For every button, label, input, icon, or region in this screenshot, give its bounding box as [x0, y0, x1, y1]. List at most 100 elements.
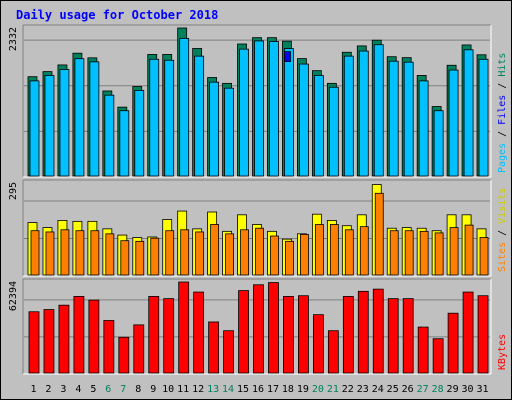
bar-sites — [180, 229, 190, 276]
bar-sites — [90, 230, 100, 276]
bar-sites — [314, 224, 324, 276]
bar-files — [194, 55, 205, 177]
bar-sites — [255, 227, 264, 276]
bar-sites — [225, 233, 234, 276]
legend-kbytes: KBytes — [497, 334, 508, 370]
bar-kbytes — [372, 288, 384, 374]
bar-files — [358, 50, 369, 177]
bar-sites — [434, 232, 444, 276]
bar-files — [59, 69, 70, 177]
x-tick-label: 23 — [357, 384, 369, 395]
bar-sites — [404, 230, 414, 276]
bar-files — [269, 41, 279, 177]
bar-kbytes — [253, 284, 264, 374]
bar-sites — [45, 231, 55, 276]
bar-kbytes — [477, 295, 489, 374]
bar-pages — [284, 51, 291, 63]
bar-sites — [329, 224, 339, 276]
bar-kbytes — [148, 296, 160, 374]
legend-sites: Sites — [497, 242, 508, 272]
bar-kbytes — [283, 296, 294, 374]
x-tick-label: 11 — [177, 384, 189, 395]
bar-sites — [210, 224, 220, 276]
x-tick-label: 18 — [282, 384, 294, 395]
bar-kbytes — [238, 290, 249, 374]
bar-kbytes — [133, 324, 145, 374]
bar-kbytes — [163, 298, 175, 374]
x-tick-label: 26 — [402, 384, 414, 395]
bar-files — [179, 37, 190, 177]
bar-kbytes — [387, 298, 399, 374]
x-tick-label: 21 — [327, 384, 339, 395]
bar-kbytes — [298, 295, 309, 374]
bar-sites — [195, 231, 205, 276]
x-tick-label: 5 — [90, 384, 96, 395]
x-tick-label: 4 — [75, 384, 81, 395]
bar-sites — [240, 229, 249, 276]
bar-files — [448, 69, 459, 177]
legend-separator: / — [497, 125, 508, 143]
series-axis-label: Sites / Visits — [497, 188, 508, 272]
bar-files — [149, 58, 160, 177]
bar-files — [299, 63, 309, 177]
bar-kbytes — [432, 338, 444, 374]
bar-files — [478, 58, 489, 177]
bar-files — [388, 60, 399, 177]
bar-sites — [449, 227, 459, 276]
legend-pages: Pages — [497, 143, 508, 173]
x-tick-label: 2 — [45, 384, 51, 395]
bar-sites — [374, 192, 384, 276]
bar-kbytes — [223, 330, 234, 374]
bar-kbytes — [462, 291, 474, 374]
bar-sites — [419, 230, 429, 276]
series-axis-label: KBytes — [497, 334, 508, 370]
legend-hits: Hits — [497, 53, 508, 77]
bar-files — [284, 48, 294, 177]
bar-files — [119, 110, 130, 177]
legend-separator: / — [497, 224, 508, 242]
y-axis-max-label: 2332 — [8, 27, 19, 51]
x-tick-label: 27 — [417, 384, 429, 395]
bar-files — [209, 81, 220, 177]
bar-kbytes — [58, 304, 70, 374]
bar-sites — [300, 234, 309, 276]
bar-sites — [30, 230, 40, 276]
x-tick-label: 14 — [222, 384, 234, 395]
bar-kbytes — [402, 298, 414, 374]
bar-sites — [464, 224, 474, 276]
series-axis-label: Pages / Files / Hits — [497, 53, 508, 173]
bar-kbytes — [103, 320, 115, 374]
bar-sites — [135, 240, 145, 276]
bar-kbytes — [208, 321, 220, 374]
bar-sites — [344, 229, 354, 276]
bar-files — [313, 75, 324, 177]
bar-files — [254, 40, 264, 177]
bar-kbytes — [193, 291, 205, 374]
bar-sites — [389, 230, 399, 276]
bar-sites — [60, 229, 70, 276]
bar-files — [239, 48, 249, 177]
legend-separator: / — [497, 77, 508, 95]
bar-files — [89, 61, 100, 177]
bar-sites — [105, 233, 115, 276]
bar-sites — [165, 230, 175, 276]
x-tick-label: 28 — [432, 384, 444, 395]
bar-kbytes — [342, 296, 354, 374]
legend-visits: Visits — [497, 188, 508, 224]
x-tick-label: 19 — [297, 384, 309, 395]
bar-files — [343, 55, 354, 177]
x-tick-label: 10 — [162, 384, 174, 395]
legend-files: Files — [497, 95, 508, 125]
x-tick-label: 16 — [252, 384, 264, 395]
bar-kbytes — [417, 326, 429, 374]
x-tick-label: 22 — [342, 384, 354, 395]
x-tick-label: 29 — [447, 384, 459, 395]
bar-kbytes — [73, 296, 85, 374]
bar-sites — [359, 226, 369, 276]
bar-kbytes — [447, 312, 459, 374]
bar-kbytes — [118, 336, 130, 374]
x-tick-label: 8 — [135, 384, 141, 395]
x-tick-label: 25 — [387, 384, 399, 395]
x-tick-label: 15 — [237, 384, 249, 395]
